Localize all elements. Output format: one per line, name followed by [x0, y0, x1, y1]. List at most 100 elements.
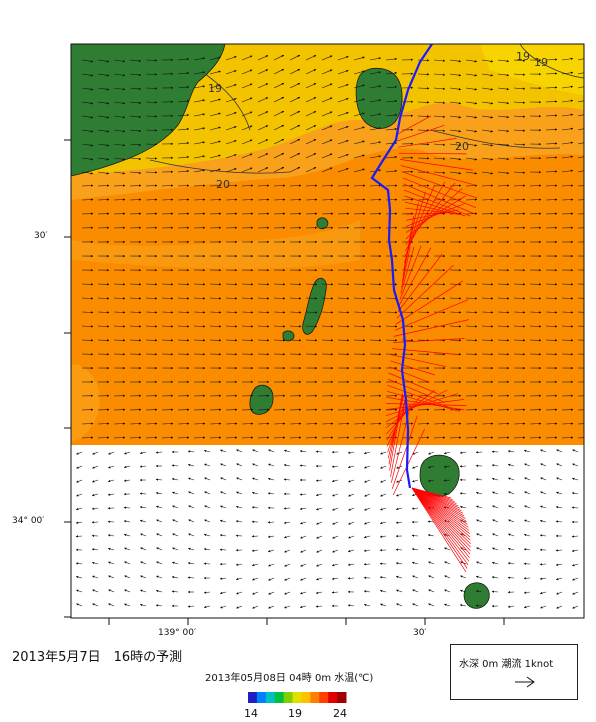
current-arrow — [81, 436, 94, 439]
current-arrow — [476, 519, 483, 523]
current-arrow — [257, 83, 269, 89]
current-arrow — [369, 113, 382, 117]
current-arrow — [220, 449, 227, 453]
current-arrow — [571, 506, 579, 509]
current-arrow — [572, 591, 579, 595]
current-arrow — [385, 99, 398, 103]
current-arrow — [283, 478, 291, 481]
current-arrow — [139, 465, 147, 468]
current-arrow — [289, 54, 301, 61]
current-arrow — [236, 463, 243, 467]
current-arrow — [337, 311, 350, 314]
current-arrow — [337, 184, 350, 187]
current-arrow — [363, 603, 371, 607]
current-arrow — [571, 535, 579, 538]
current-arrow — [97, 436, 110, 439]
current-arrow — [561, 169, 574, 173]
current-arrow — [161, 436, 174, 439]
current-arrow — [305, 153, 317, 159]
current-arrow — [411, 534, 419, 537]
current-arrow — [337, 153, 349, 159]
current-arrow — [81, 198, 94, 201]
current-arrow — [427, 534, 435, 537]
current-arrow — [353, 297, 366, 300]
current-arrow — [449, 87, 462, 91]
current-arrow — [481, 311, 494, 314]
current-arrow — [353, 112, 365, 117]
current-arrow — [145, 59, 158, 62]
current-arrow — [187, 450, 195, 453]
current-arrow — [353, 56, 365, 61]
current-arrow — [571, 492, 579, 495]
current-fan-line — [400, 165, 477, 186]
current-arrow — [491, 477, 499, 481]
current-arrow — [497, 184, 510, 187]
current-arrow — [433, 73, 446, 77]
current-arrow — [145, 297, 158, 300]
current-arrow — [380, 451, 387, 455]
temperature-colorbar — [248, 692, 347, 703]
current-arrow — [379, 521, 387, 525]
current-arrow — [91, 507, 99, 510]
current-arrow — [220, 477, 227, 481]
current-arrow — [236, 605, 243, 609]
current-arrow — [140, 533, 147, 537]
current-arrow — [219, 534, 227, 537]
current-arrow — [92, 603, 99, 607]
current-arrow — [97, 198, 110, 201]
current-fan-line — [395, 280, 464, 325]
current-arrow — [385, 57, 398, 61]
current-arrow — [289, 325, 302, 328]
current-arrow — [289, 68, 301, 75]
current-arrow — [193, 198, 206, 201]
current-arrow — [433, 59, 446, 63]
current-arrow — [497, 101, 510, 105]
current-arrow — [289, 297, 302, 300]
current-arrow — [523, 449, 531, 453]
current-arrow — [193, 57, 206, 61]
current-arrow — [257, 436, 270, 439]
current-arrow — [523, 591, 531, 594]
current-arrow — [364, 493, 371, 497]
current-arrow — [379, 576, 387, 579]
current-fan-line — [387, 378, 446, 403]
current-arrow — [123, 479, 131, 482]
current-arrow — [75, 507, 83, 511]
current-arrow — [577, 156, 584, 159]
current-arrow — [449, 436, 462, 439]
current-arrow — [513, 101, 526, 104]
current-arrow — [545, 184, 558, 187]
current-arrow — [145, 115, 158, 118]
current-arrow — [545, 198, 558, 201]
current-fan-line — [411, 487, 471, 548]
current-arrow — [161, 311, 174, 314]
current-arrow — [139, 492, 147, 495]
current-arrow — [251, 506, 259, 509]
current-arrow — [385, 184, 398, 187]
current-arrow — [241, 297, 254, 300]
current-arrow — [156, 505, 163, 509]
current-arrow — [348, 535, 355, 539]
current-arrow — [497, 157, 510, 161]
current-fan-line — [389, 366, 430, 383]
current-arrow — [140, 547, 147, 551]
current-arrow — [508, 519, 515, 523]
current-arrow — [433, 422, 446, 425]
current-arrow — [539, 591, 547, 595]
current-arrow — [337, 167, 349, 173]
current-arrow — [577, 170, 584, 173]
current-arrow — [492, 519, 499, 523]
current-arrow — [513, 311, 526, 314]
current-arrow — [315, 493, 323, 497]
current-arrow — [481, 325, 494, 328]
current-arrow — [177, 85, 190, 89]
current-arrow — [193, 436, 206, 439]
current-arrow — [476, 561, 483, 565]
current-arrow — [75, 521, 83, 524]
current-arrow — [177, 99, 190, 103]
current-arrow — [465, 101, 478, 105]
current-arrow — [257, 311, 270, 314]
current-arrow — [108, 589, 115, 593]
current-arrow — [380, 465, 387, 469]
